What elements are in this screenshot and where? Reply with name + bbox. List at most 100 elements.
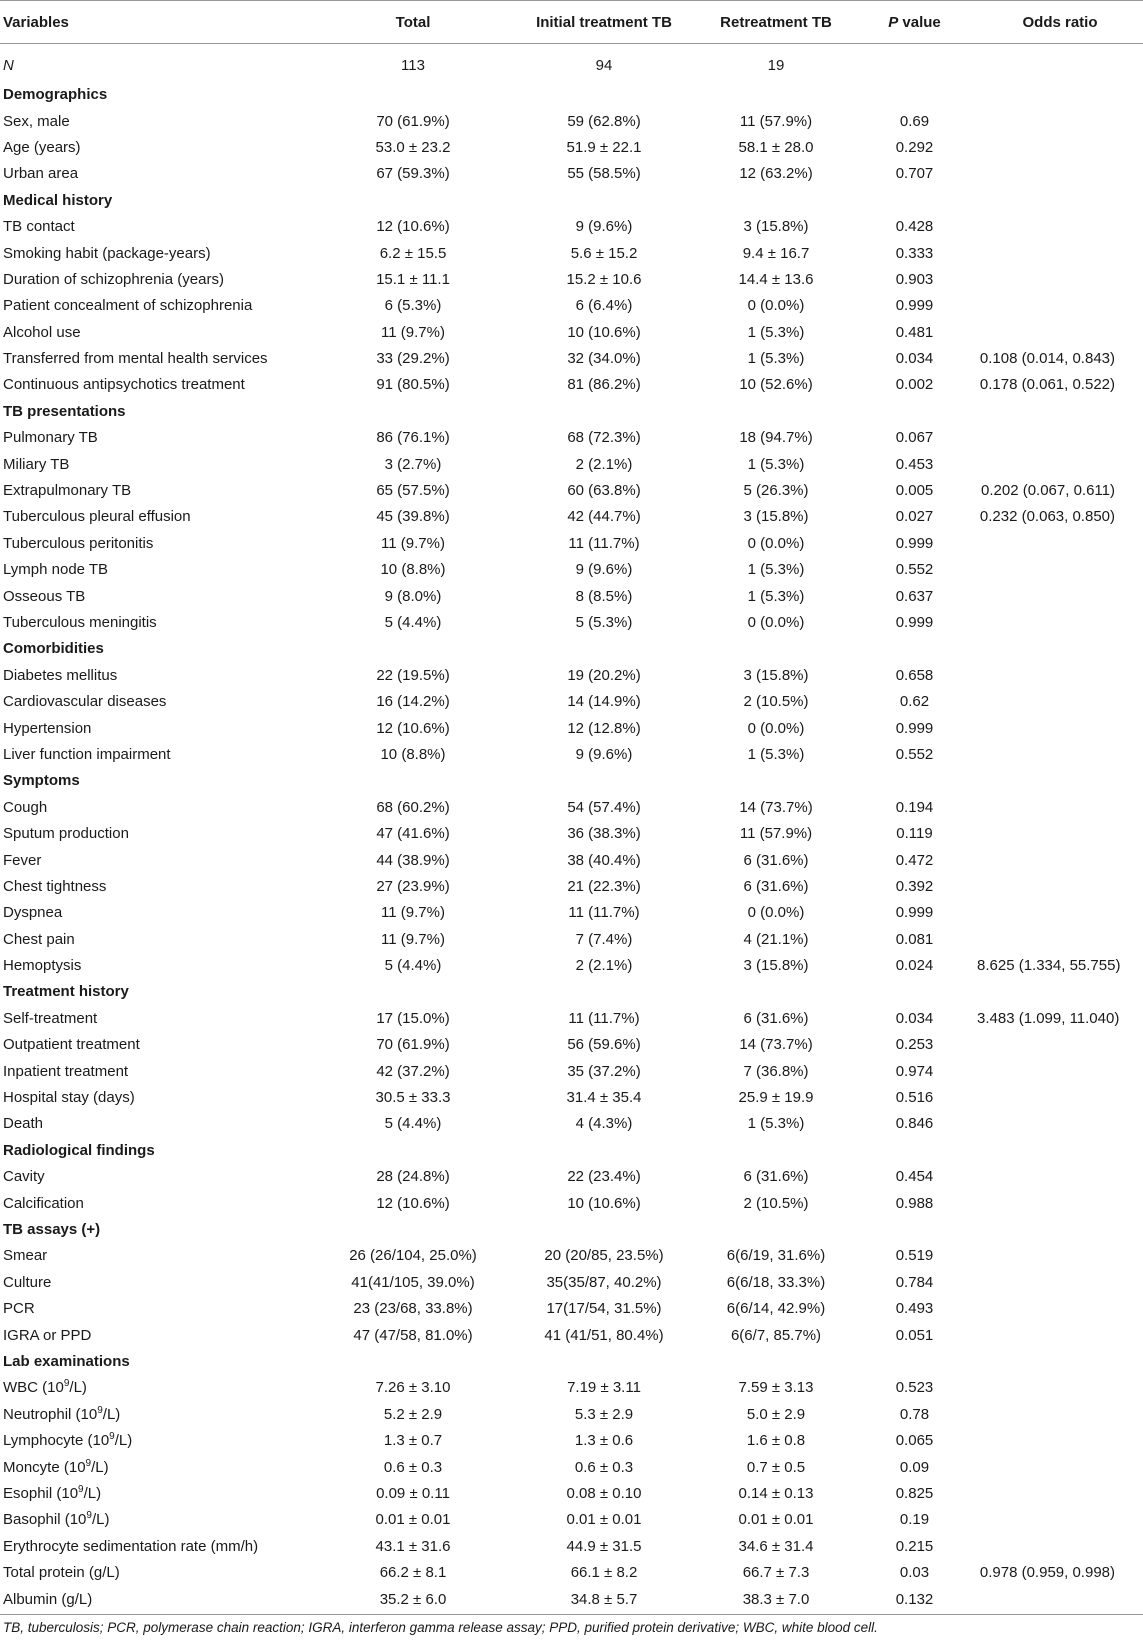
cell-p-value: 0.027 xyxy=(895,508,934,526)
cell-total: 33 (29.2%) xyxy=(376,350,450,368)
cell-odds-ratio: 0.978 (0.959, 0.998) xyxy=(979,1564,1115,1582)
cell-p-value: 0.472 xyxy=(895,851,934,869)
cell-variable: Urban area xyxy=(3,165,79,183)
cell-odds-ratio xyxy=(977,1269,1143,1295)
table-row: Liver function impairment 10 (8.8%) 9 (9.6… xyxy=(0,741,1143,767)
table-row: Duration of schizophrenia (years) 15.1 ± … xyxy=(0,266,1143,292)
cell-total: 11 (9.7%) xyxy=(381,323,445,341)
cell-odds-ratio xyxy=(977,609,1143,635)
cell-retreatment: 25.9 ± 19.9 xyxy=(738,1089,814,1107)
table-row: Sex, male 70 (61.9%) 59 (62.8%) 11 (57.9%) 0… xyxy=(0,108,1143,134)
table-row: Moncyte (109/L) 0.6 ± 0.3 0.6 ± 0.3 0.7 ± 0… xyxy=(0,1454,1143,1480)
cell-variable: TB presentations xyxy=(3,402,126,420)
section-row: Treatment history xyxy=(0,979,1143,1005)
cell-odds-ratio xyxy=(977,530,1143,556)
cell-initial: 7 (7.4%) xyxy=(575,930,633,948)
cell-p-value: 0.024 xyxy=(895,957,934,975)
cell-odds-ratio xyxy=(977,1348,1143,1374)
cell-odds-ratio xyxy=(977,979,1143,1005)
cell-retreatment: 6 (31.6%) xyxy=(743,1009,809,1027)
cell-initial: 44.9 ± 31.5 xyxy=(566,1537,642,1555)
cell-odds-ratio xyxy=(977,266,1143,292)
cell-p-value: 0.428 xyxy=(895,218,934,236)
cell-variable: Tuberculous peritonitis xyxy=(3,534,154,552)
cell-initial: 36 (38.3%) xyxy=(567,825,641,843)
cell-total xyxy=(318,979,508,1005)
cell-odds-ratio xyxy=(977,1454,1143,1480)
cell-odds-ratio xyxy=(977,1480,1143,1506)
cell-initial: 34.8 ± 5.7 xyxy=(508,1585,700,1615)
cell-total: 0.01 ± 0.01 xyxy=(375,1511,451,1529)
cell-odds-ratio xyxy=(977,44,1143,82)
cell-p-value: 0.081 xyxy=(895,930,934,948)
cell-retreatment: 0.7 ± 0.5 xyxy=(746,1458,806,1476)
cell-p-value: 0.493 xyxy=(895,1300,934,1318)
cell-odds-ratio: 8.625 (1.334, 55.755) xyxy=(977,957,1121,975)
cell-retreatment: 5 (26.3%) xyxy=(743,482,809,500)
table-row: Smear 26 (26/104, 25.0%) 20 (20/85, 23.5%)… xyxy=(0,1243,1143,1269)
cell-initial: 54 (57.4%) xyxy=(567,798,641,816)
cell-initial: 21 (22.3%) xyxy=(567,877,641,895)
cell-initial: 19 (20.2%) xyxy=(567,666,641,684)
cell-variable: Osseous TB xyxy=(3,587,86,605)
cell-variable: Culture xyxy=(3,1273,52,1291)
cell-odds-ratio xyxy=(977,1427,1143,1453)
cell-initial: 31.4 ± 35.4 xyxy=(566,1089,642,1107)
cell-odds-ratio xyxy=(977,1375,1143,1401)
cell-p-value: 0.132 xyxy=(852,1585,977,1615)
cell-retreatment xyxy=(700,979,852,1005)
cell-odds-ratio xyxy=(977,1216,1143,1242)
cell-total xyxy=(318,1348,508,1374)
cell-p-value xyxy=(852,398,977,424)
cell-retreatment: 34.6 ± 31.4 xyxy=(738,1537,814,1555)
table-row: Dyspnea 11 (9.7%) 11 (11.7%) 0 (0.0%) 0.999 xyxy=(0,900,1143,926)
cell-odds-ratio: 3.483 (1.099, 11.040) xyxy=(977,1009,1120,1027)
cell-variable: Lymphocyte (109/L) xyxy=(3,1431,133,1450)
cell-initial xyxy=(508,82,700,108)
cell-odds-ratio xyxy=(977,1084,1143,1110)
cell-initial xyxy=(508,979,700,1005)
table-row: IGRA or PPD 47 (47/58, 81.0%) 41 (41/51, 8… xyxy=(0,1322,1143,1348)
cell-variable: Treatment history xyxy=(3,983,129,1001)
cell-total: 86 (76.1%) xyxy=(376,429,450,447)
cell-variable: TB assays (+) xyxy=(3,1220,101,1238)
cell-total: 44 (38.9%) xyxy=(376,851,450,869)
table-row: Patient concealment of schizophrenia 6 (5… xyxy=(0,293,1143,319)
cell-total: 22 (19.5%) xyxy=(376,666,450,684)
cell-variable: Esophil (109/L) xyxy=(3,1483,102,1502)
cell-odds-ratio: 0.178 (0.061, 0.522) xyxy=(979,376,1115,394)
cell-p-value xyxy=(852,979,977,1005)
cell-initial: 9 (9.6%) xyxy=(575,561,633,579)
cell-retreatment: 1 (5.3%) xyxy=(747,745,805,763)
cell-total: 11 (9.7%) xyxy=(381,904,445,922)
cell-initial: 11 (11.7%) xyxy=(568,904,640,922)
cell-initial: 55 (58.5%) xyxy=(567,165,641,183)
cell-p-value xyxy=(852,768,977,794)
cell-odds-ratio xyxy=(977,1032,1143,1058)
section-row: Comorbidities xyxy=(0,636,1143,662)
cell-total: 27 (23.9%) xyxy=(376,877,450,895)
cell-initial xyxy=(508,768,700,794)
cell-p-value: 0.519 xyxy=(895,1247,934,1265)
cell-retreatment: 0.14 ± 0.13 xyxy=(738,1484,814,1502)
cell-total: 35.2 ± 6.0 xyxy=(318,1585,508,1615)
cell-retreatment: 1 (5.3%) xyxy=(747,1115,805,1133)
cell-p-value: 0.453 xyxy=(895,455,934,473)
cell-total: 6.2 ± 15.5 xyxy=(379,244,447,262)
table-row: Neutrophil (109/L) 5.2 ± 2.9 5.3 ± 2.9 5.0 … xyxy=(0,1401,1143,1427)
cell-odds-ratio xyxy=(977,583,1143,609)
cell-p-value: 0.481 xyxy=(895,323,934,341)
cell-variable: Lymph node TB xyxy=(3,561,109,579)
cell-p-value: 0.051 xyxy=(895,1326,934,1344)
cell-retreatment xyxy=(700,82,852,108)
table-body: N 113 94 19 Demographics Sex, male 70 (61.9%) 5… xyxy=(0,44,1143,1615)
cell-retreatment: 2 (10.5%) xyxy=(743,1194,809,1212)
cell-variable: Smear xyxy=(3,1247,48,1265)
cell-p-value: 0.903 xyxy=(895,270,934,288)
cell-odds-ratio xyxy=(977,926,1143,952)
cell-p-value: 0.09 xyxy=(899,1458,930,1476)
cell-odds-ratio xyxy=(977,794,1143,820)
cell-retreatment xyxy=(700,768,852,794)
cell-total: 15.1 ± 11.1 xyxy=(376,270,450,288)
table-row: Lymph node TB 10 (8.8%) 9 (9.6%) 1 (5.3%) 0.… xyxy=(0,557,1143,583)
